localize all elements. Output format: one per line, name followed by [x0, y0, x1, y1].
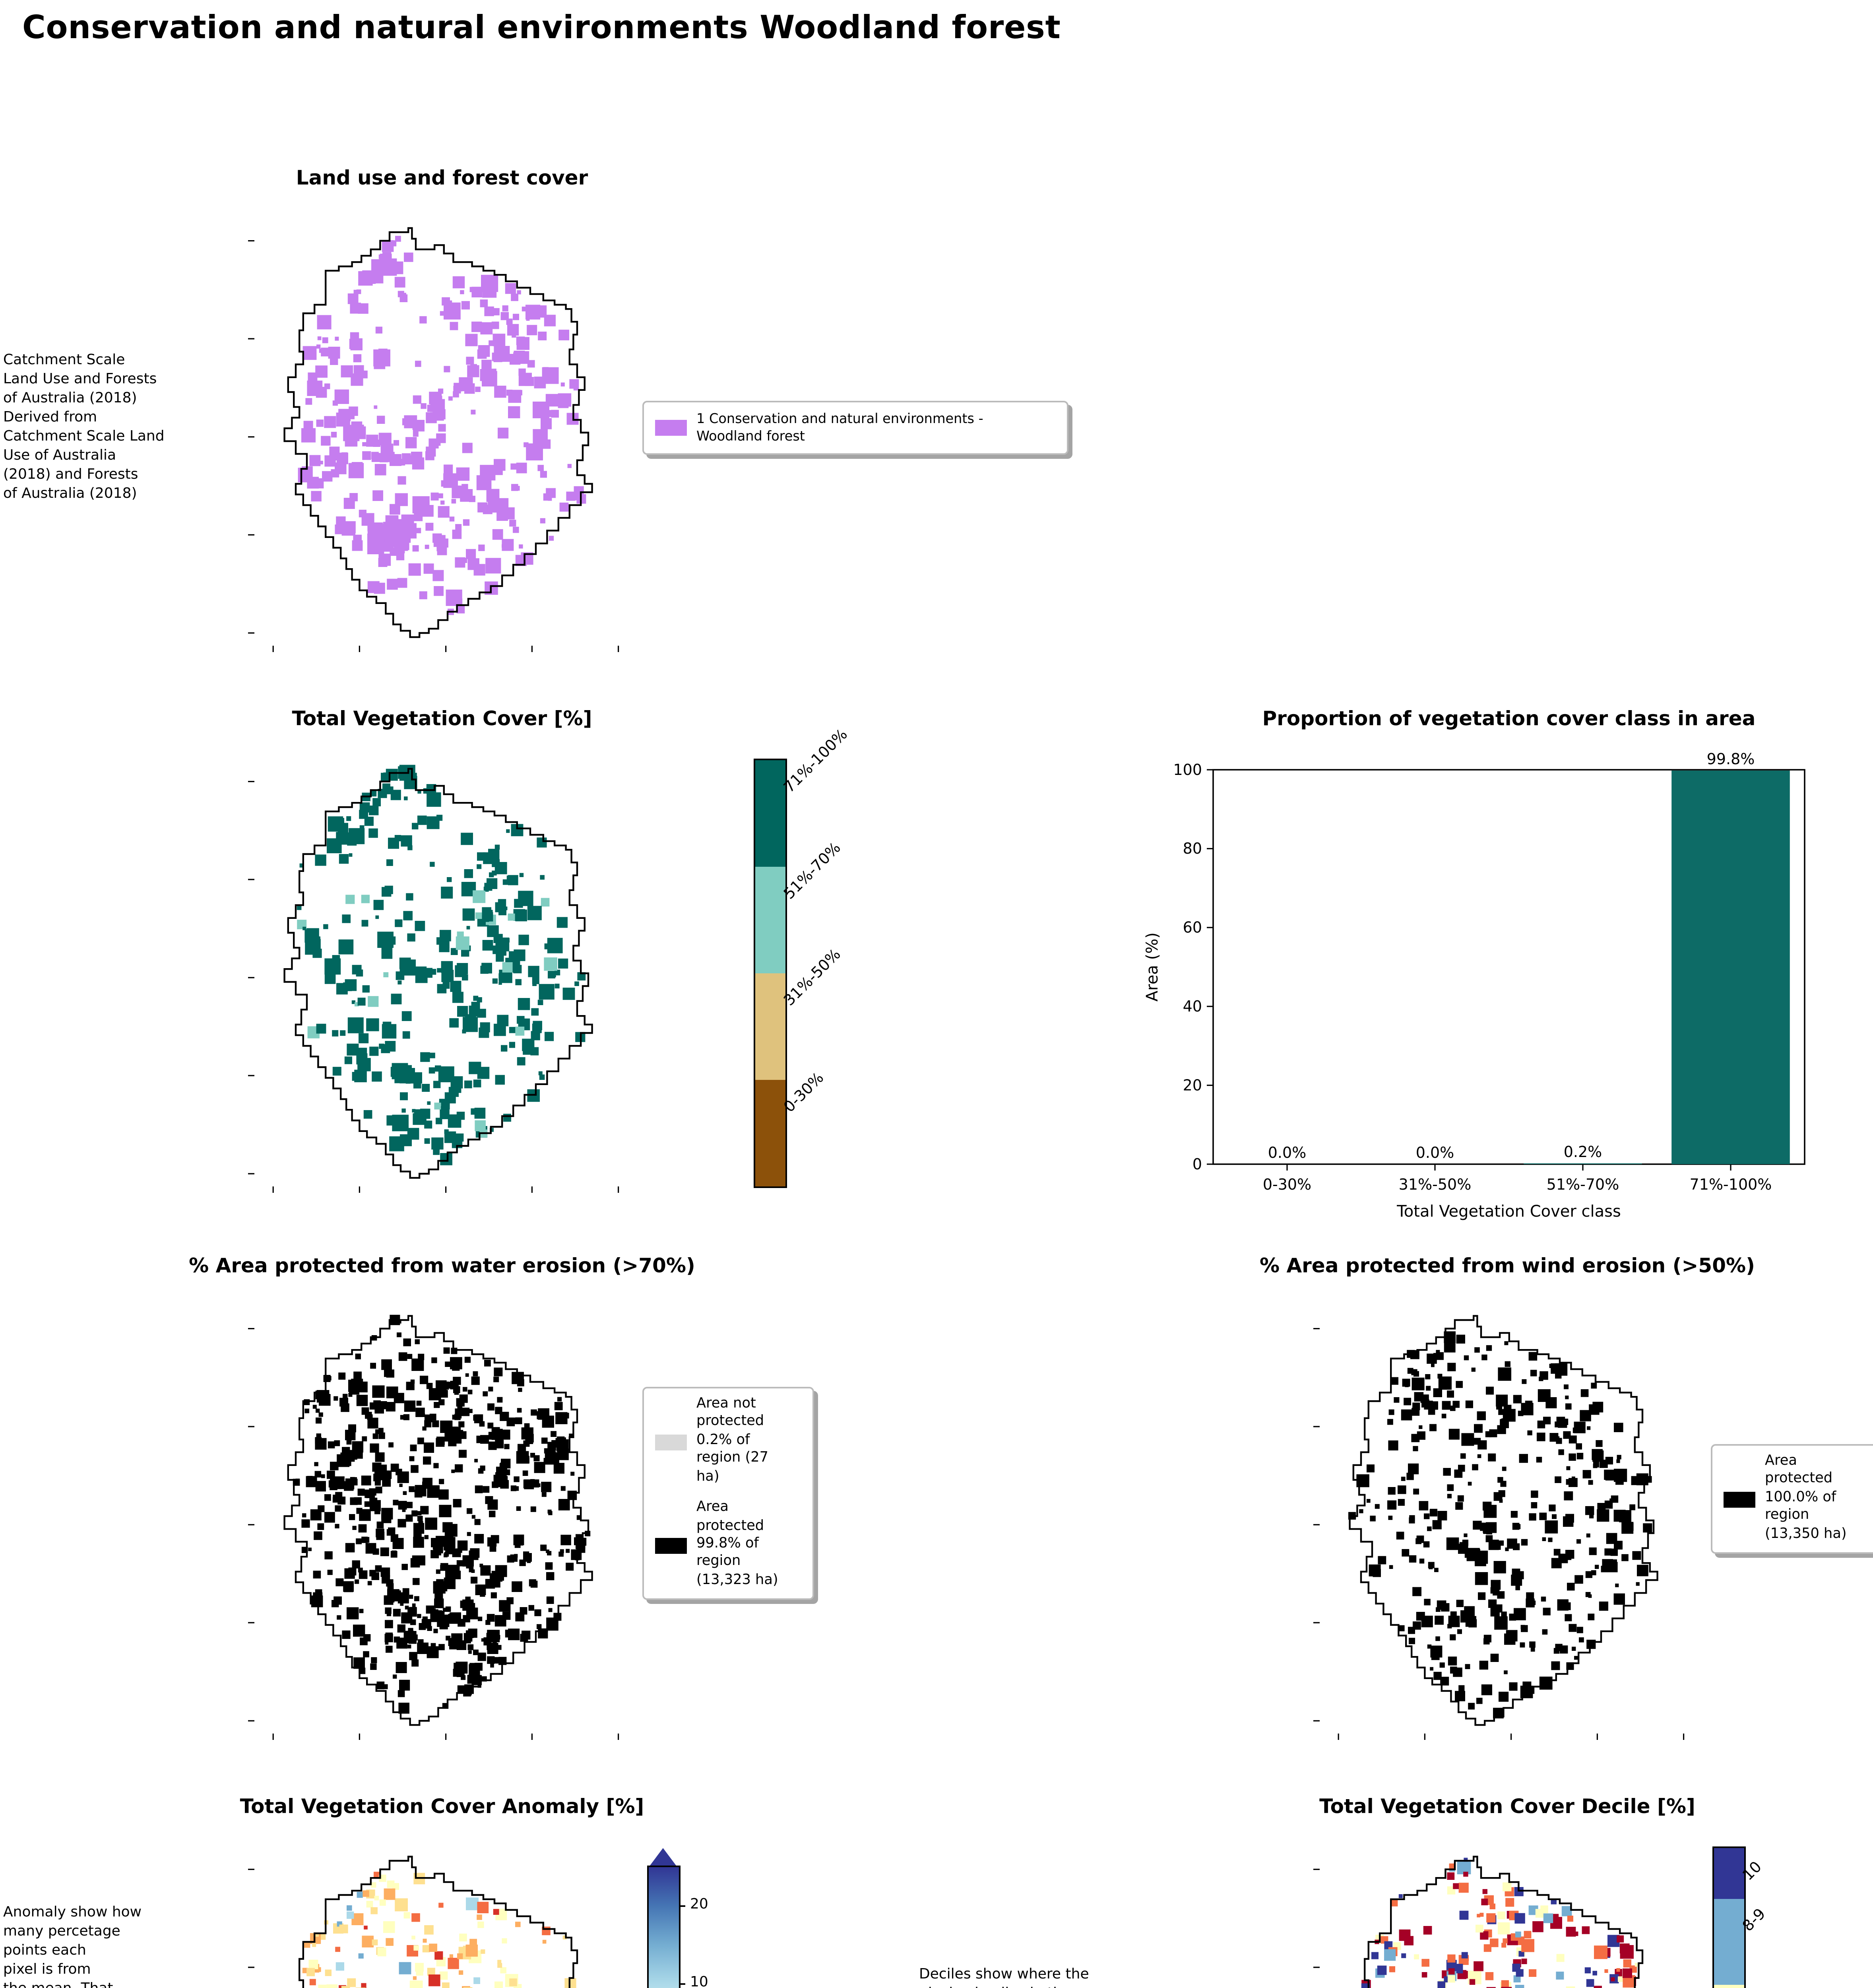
page-title: Conservation and natural environments Wo…: [22, 8, 1061, 46]
colorbar-tick-label: 51%-70%: [781, 839, 845, 903]
decile-colorbar: 108-94-72-31: [1712, 1846, 1825, 1988]
decile-title: Total Vegetation Cover Decile [%]: [1319, 1794, 1695, 1818]
water-legend: Area not protected 0.2% of region (27 ha…: [642, 1387, 814, 1600]
wind-legend: Area protected 100.0% of region (13,350 …: [1711, 1444, 1873, 1554]
colorbar-segment: [755, 867, 785, 973]
svg-text:0: 0: [1192, 1155, 1202, 1173]
colorbar-tick-label: 8-9: [1739, 1905, 1770, 1936]
wind-erosion-map: [1304, 1299, 1704, 1748]
colorbar-gradient: [647, 1866, 681, 1988]
legend-item: Area protected 99.8% of region (13,323 h…: [655, 1500, 801, 1590]
decile-side-text: Deciles show where the pixel value lies …: [919, 1967, 1089, 1988]
landuse-map: [238, 212, 639, 660]
colorbar-tick: [679, 1983, 685, 1985]
colorbar-segment: [755, 973, 785, 1080]
anomaly-colorbar: 20100−10−20: [647, 1848, 744, 1988]
legend-item: Area protected 100.0% of region (13,350 …: [1724, 1454, 1870, 1544]
svg-text:0.0%: 0.0%: [1416, 1144, 1454, 1161]
anomaly-title: Total Vegetation Cover Anomaly [%]: [240, 1794, 644, 1818]
wind-title: % Area protected from wind erosion (>50%…: [1259, 1253, 1755, 1277]
colorbar-segment: [1714, 1848, 1744, 1899]
svg-text:40: 40: [1183, 998, 1202, 1015]
svg-text:0.2%: 0.2%: [1564, 1143, 1602, 1161]
legend-swatch: [655, 1434, 687, 1450]
legend-swatch: [1724, 1491, 1755, 1507]
colorbar-segment: [755, 760, 785, 867]
colorbar-tick-label: 10: [690, 1974, 708, 1988]
landuse-legend: 1 Conservation and natural environments …: [642, 401, 1068, 455]
svg-text:0-30%: 0-30%: [1263, 1176, 1311, 1193]
colorbar-cap-top: [649, 1848, 677, 1867]
colorbar-segment: [1714, 1984, 1744, 1988]
anomaly-side-text: Anomaly show how many percetage points e…: [3, 1905, 142, 1988]
proportion-bar-chart: 0 20 40 60 80 100 0.0% 0-30% 0.0% 31%-50% 0.2% 51%-…: [1137, 744, 1821, 1250]
legend-swatch: [655, 419, 687, 436]
legend-label: Area not protected 0.2% of region (27 ha…: [696, 1396, 768, 1485]
legend-label: Area protected 99.8% of region (13,323 h…: [696, 1500, 778, 1589]
water-erosion-map: [238, 1299, 639, 1748]
svg-text:100: 100: [1173, 761, 1202, 779]
svg-text:60: 60: [1183, 919, 1202, 936]
water-title: % Area protected from water erosion (>70…: [189, 1253, 695, 1277]
svg-text:Area (%): Area (%): [1143, 932, 1161, 1002]
legend-item: Area not protected 0.2% of region (27 ha…: [655, 1396, 801, 1487]
decile-map: [1304, 1840, 1704, 1988]
colorbar-tick-label: 20: [690, 1897, 708, 1913]
anomaly-map: [238, 1840, 639, 1988]
svg-text:80: 80: [1183, 840, 1202, 857]
legend-item: 1 Conservation and natural environments …: [655, 410, 1056, 445]
colorbar-segment: [755, 1080, 785, 1186]
colorbar-tick-label: 71%-100%: [781, 726, 852, 797]
tvc-map: [238, 752, 639, 1201]
tvc-colorbar: 71%-100% 51%-70% 31%-50% 0-30%: [754, 726, 867, 1188]
svg-text:99.8%: 99.8%: [1707, 750, 1755, 768]
legend-label: Area protected 100.0% of region (13,350 …: [1765, 1454, 1847, 1542]
colorbar-tick-label: 0-30%: [781, 1070, 828, 1116]
tvc-map-title: Total Vegetation Cover [%]: [292, 706, 592, 730]
colorbar-segment: [1714, 1899, 1744, 1984]
landuse-title: Land use and forest cover: [296, 165, 588, 189]
colorbar-tick: [679, 1906, 685, 1908]
chart-title: Proportion of vegetation cover class in …: [1262, 706, 1756, 730]
landuse-side-text: Catchment Scale Land Use and Forests of …: [3, 353, 165, 503]
svg-text:Total Vegetation Cover class: Total Vegetation Cover class: [1396, 1202, 1621, 1221]
legend-swatch: [655, 1537, 687, 1553]
svg-text:20: 20: [1183, 1076, 1202, 1094]
svg-text:51%-70%: 51%-70%: [1547, 1176, 1619, 1193]
legend-label: 1 Conservation and natural environments …: [696, 410, 983, 444]
colorbar-tick-label: 31%-50%: [781, 946, 845, 1010]
svg-text:71%-100%: 71%-100%: [1690, 1176, 1772, 1193]
svg-text:31%-50%: 31%-50%: [1399, 1176, 1472, 1193]
svg-text:0.0%: 0.0%: [1268, 1144, 1307, 1161]
